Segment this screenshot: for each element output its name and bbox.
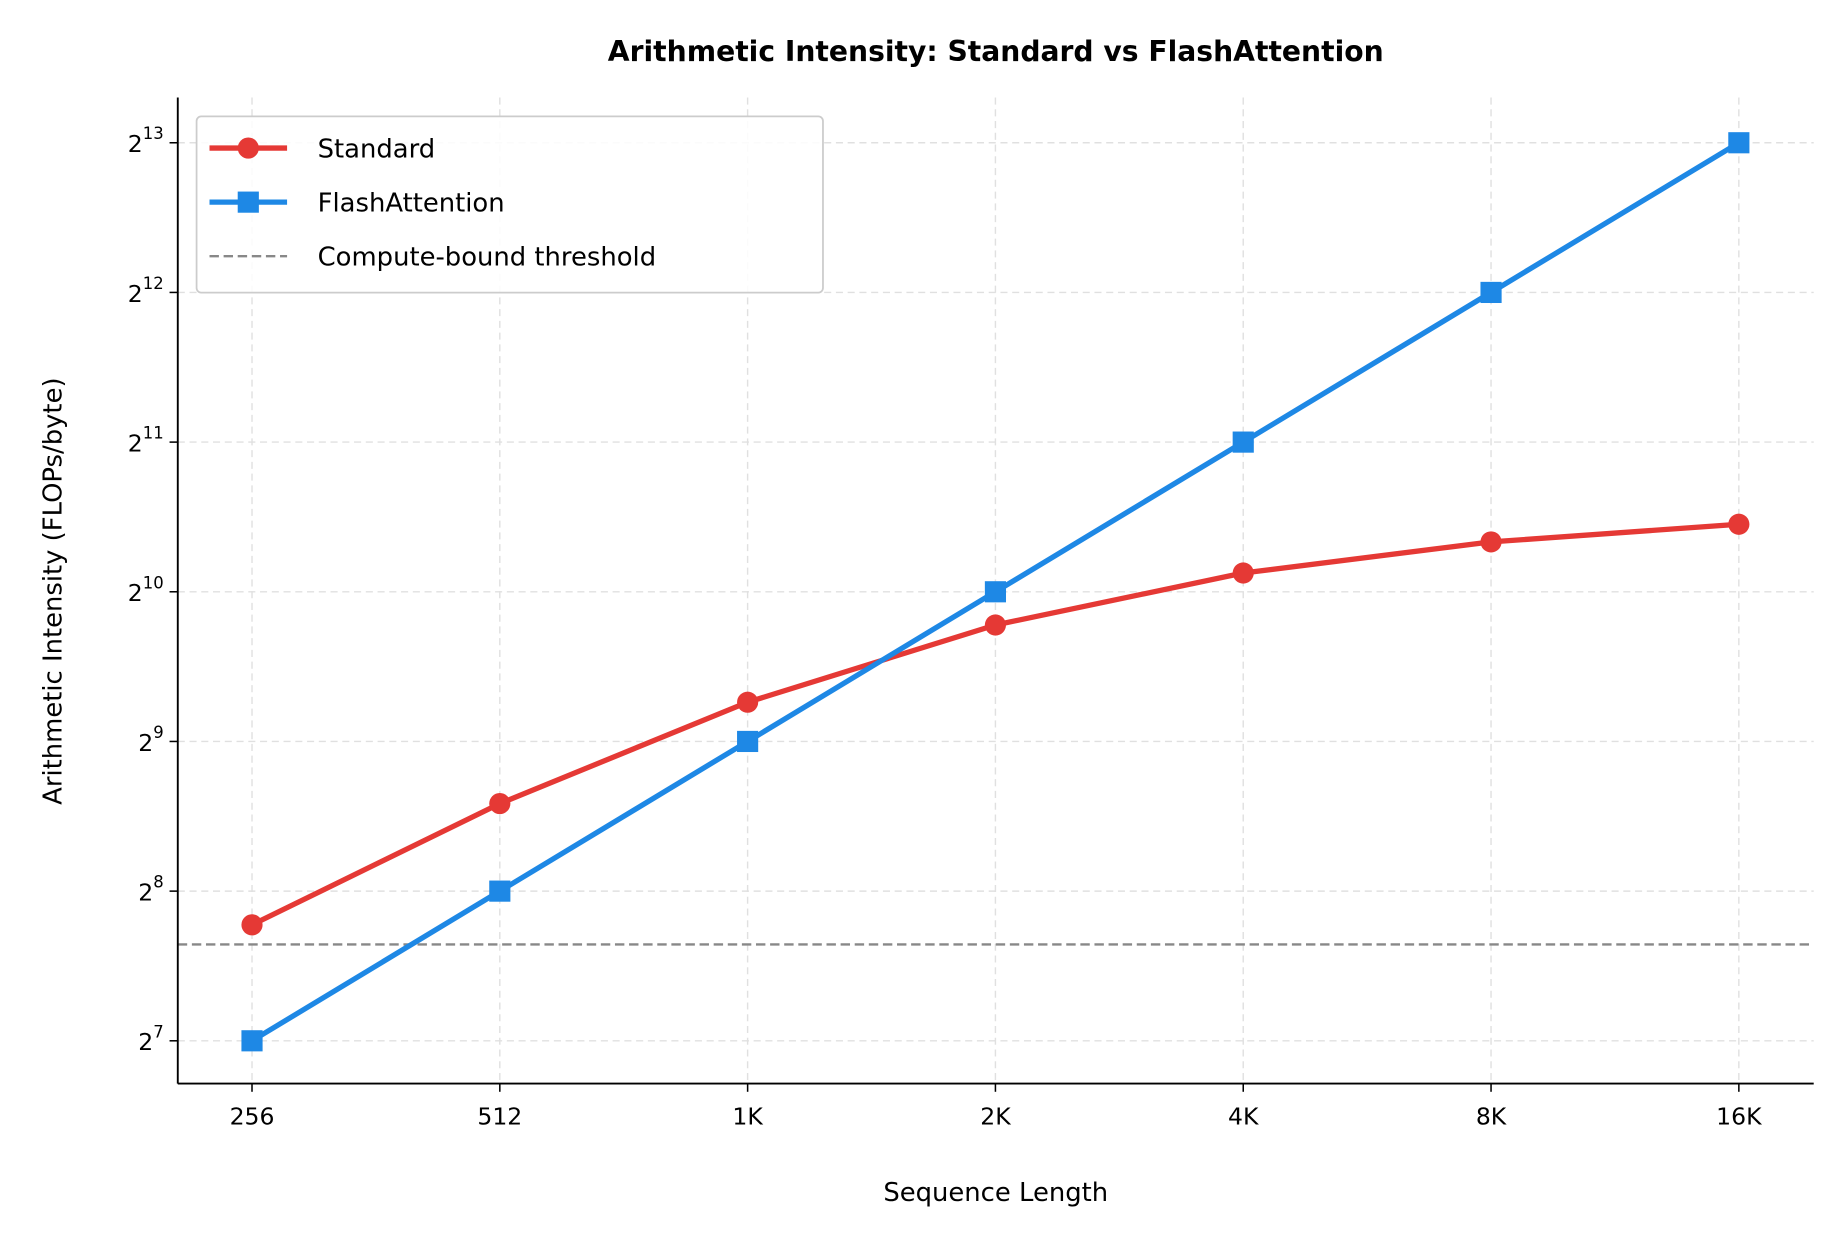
y-ticks: 27 28 29 210 211 212 213 [128, 124, 178, 1056]
legend-marker [237, 137, 259, 159]
series-group [241, 132, 1750, 1052]
flashattention-point [489, 880, 511, 902]
flashattention-point [1232, 431, 1254, 453]
y-tick-label: 213 [128, 124, 164, 158]
y-axis-label: Arithmetic Intensity (FLOPs/byte) [38, 377, 68, 804]
flashattention-point [1480, 281, 1502, 304]
flashattention-point [984, 581, 1007, 603]
legend-label: Compute-bound threshold [318, 243, 656, 273]
x-axis-label: Sequence Length [883, 1178, 1108, 1208]
y-tick-label: 212 [128, 274, 164, 308]
y-tick-label: 28 [138, 873, 163, 907]
flashattention-point [1728, 132, 1750, 154]
legend: Standard FlashAttention Compute-bound thre… [195, 115, 824, 294]
y-tick-label: 27 [138, 1022, 163, 1056]
legend-label: Standard [318, 134, 436, 164]
flashattention-point [241, 1030, 263, 1052]
standard-point [241, 914, 263, 936]
legend-label: FlashAttention [318, 189, 505, 219]
x-tick-label: 8K [1476, 1103, 1507, 1131]
x-tick-label: 4K [1228, 1103, 1259, 1131]
standard-point [1480, 531, 1502, 553]
chart-title: Arithmetic Intensity: Standard vs FlashA… [608, 35, 1384, 68]
standard-point [1728, 513, 1750, 535]
standard-point [737, 691, 759, 713]
flashattention-point [737, 730, 759, 753]
y-tick-label: 29 [138, 723, 163, 757]
standard-point [1232, 562, 1254, 584]
x-tick-label: 2K [980, 1103, 1011, 1131]
x-tick-label: 256 [230, 1103, 275, 1131]
x-tick-label: 1K [732, 1103, 763, 1131]
legend-box [195, 115, 824, 294]
x-tick-label: 16K [1716, 1103, 1762, 1131]
standard-point [984, 614, 1007, 636]
y-tick-label: 211 [128, 424, 164, 458]
legend-marker [237, 191, 259, 213]
y-tick-label: 210 [128, 573, 164, 607]
x-ticks: 256 512 1K 2K 4K 8K 16K [230, 1083, 1762, 1131]
x-tick-label: 512 [477, 1103, 522, 1131]
standard-point [489, 792, 511, 815]
